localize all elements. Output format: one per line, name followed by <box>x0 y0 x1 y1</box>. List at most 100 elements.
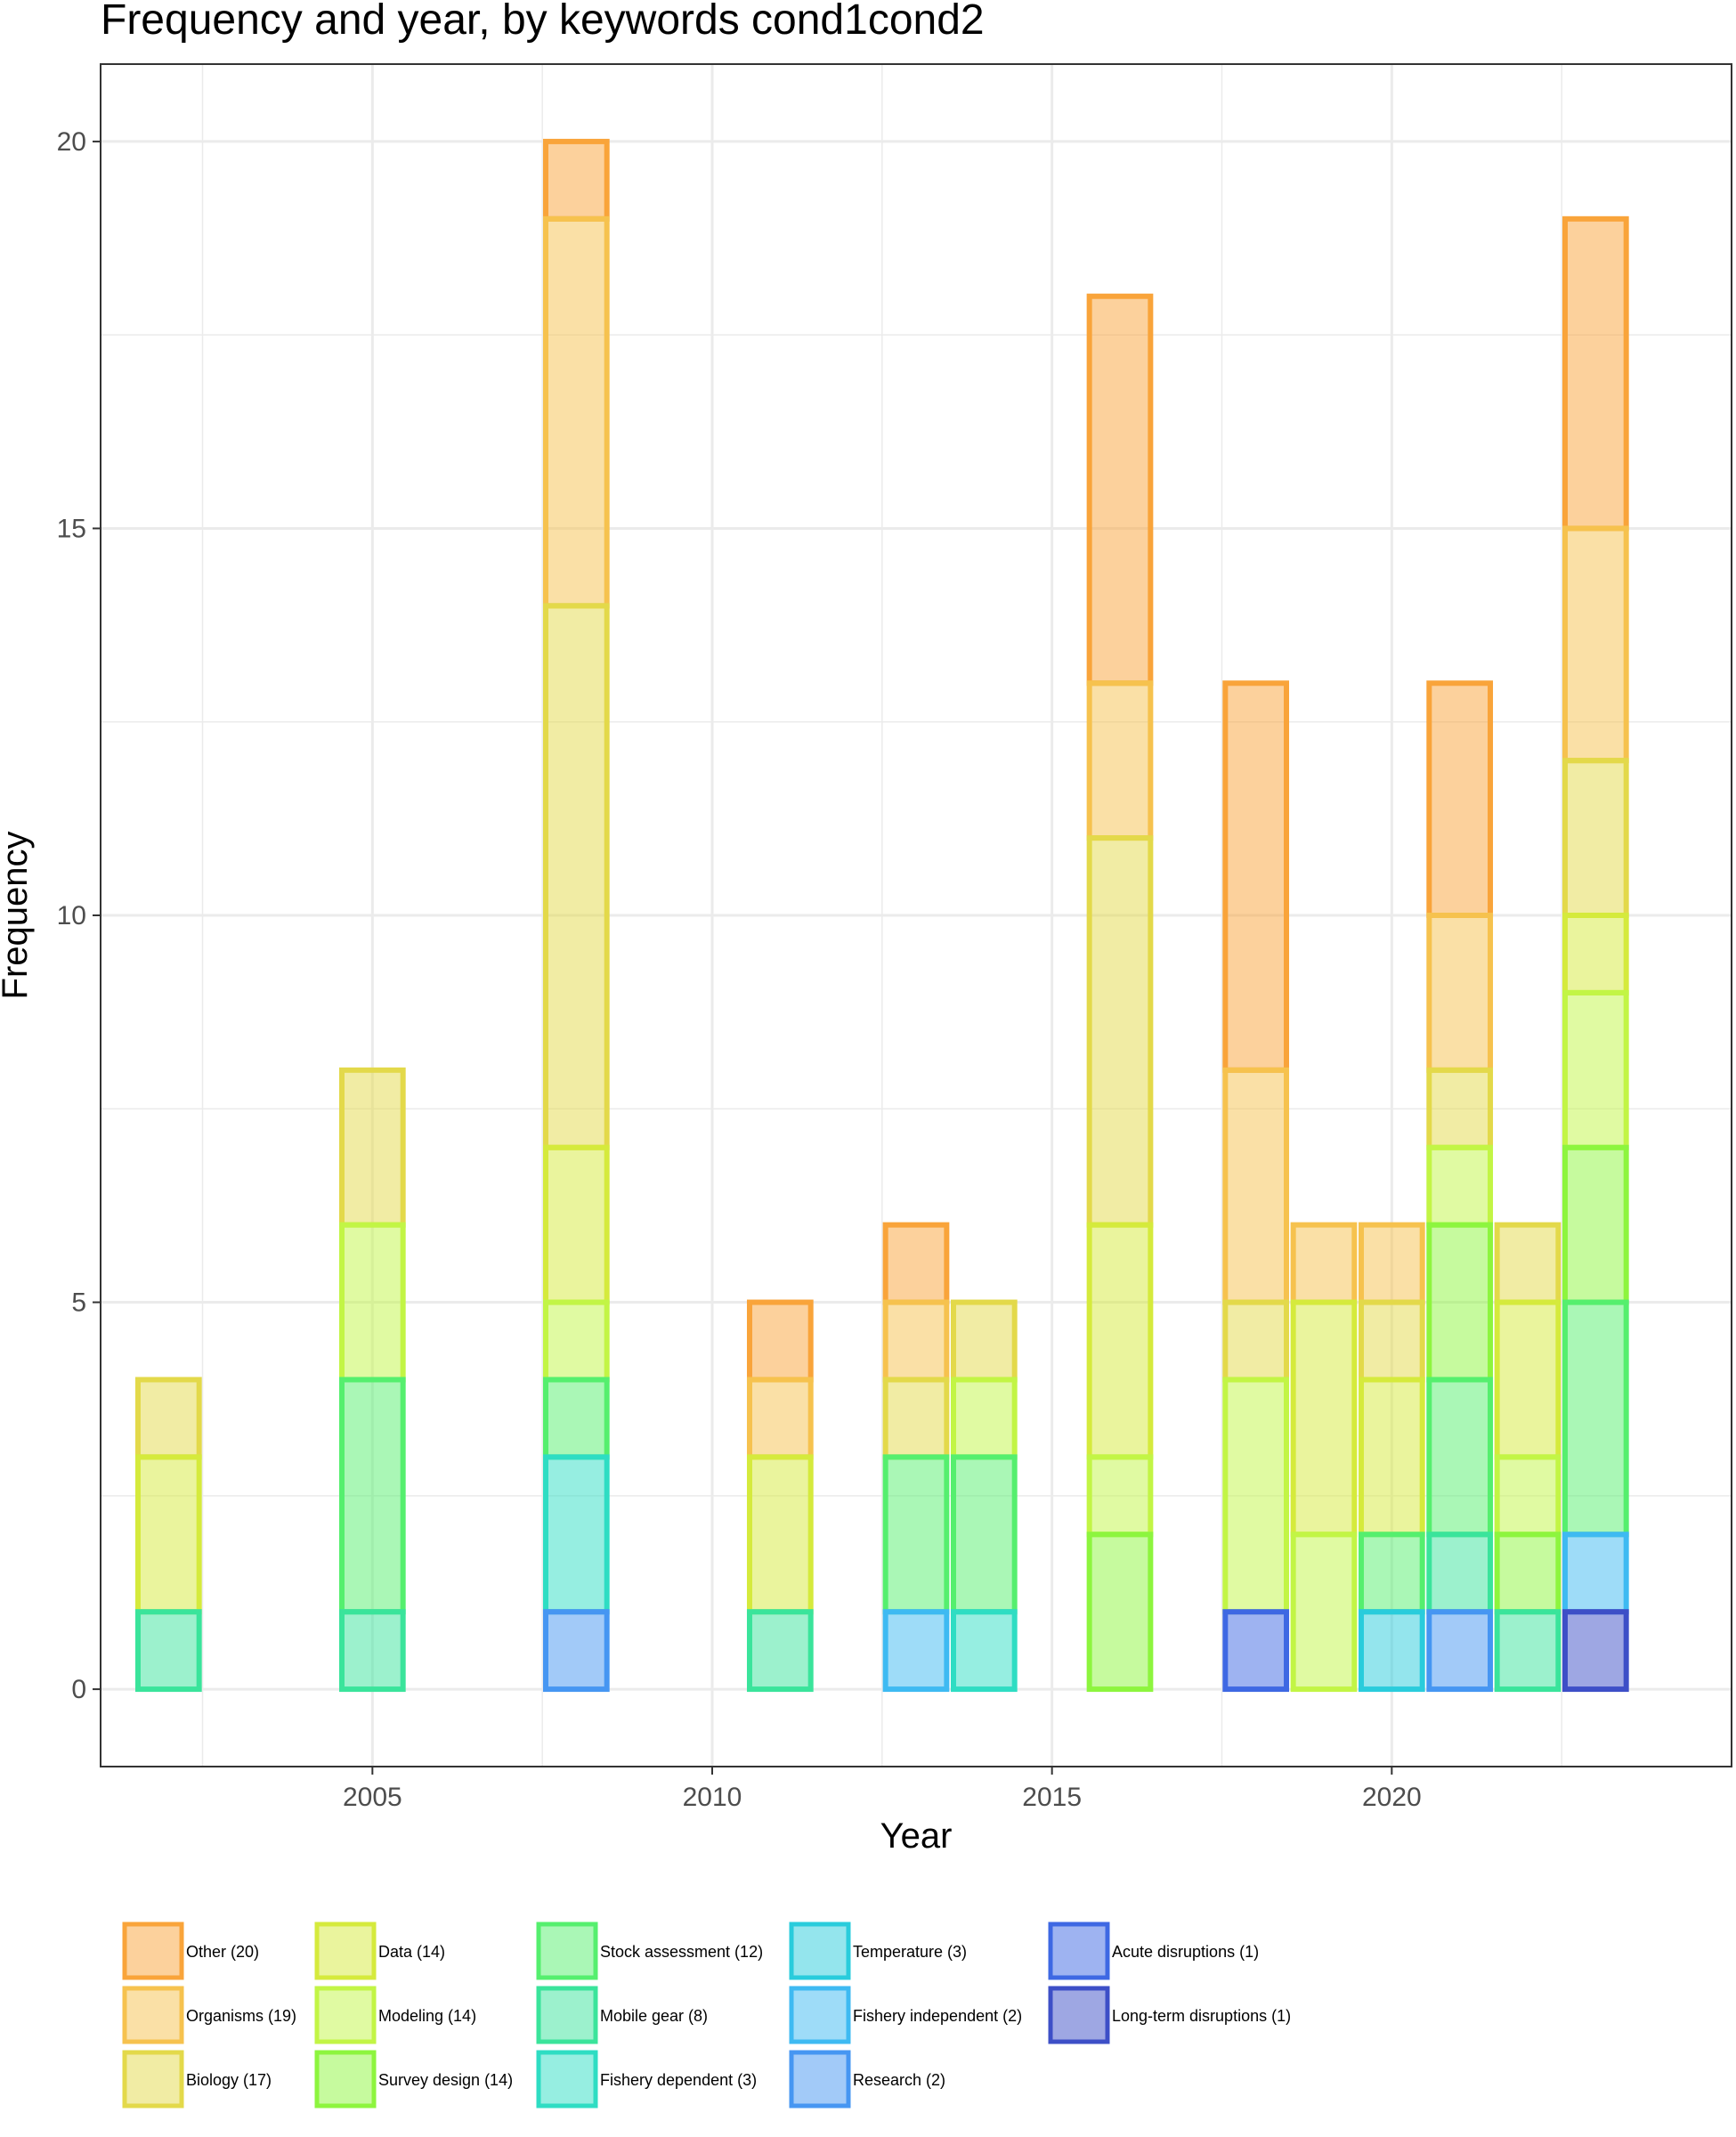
legend-key-long-term-disruptions <box>1048 1986 1110 2044</box>
legend-label-survey-design: Survey design (14) <box>378 2071 513 2089</box>
legend-label-fishery-independent: Fishery independent (2) <box>853 2007 1022 2025</box>
bar-research-2021 <box>1426 1609 1494 1693</box>
bar-fishery-independent-2013 <box>882 1609 950 1693</box>
y-tick-label: 15 <box>57 514 86 543</box>
bar-data-2020 <box>1358 1377 1425 1538</box>
legend-label-research: Research (2) <box>853 2071 945 2089</box>
legend-label-biology: Biology (17) <box>186 2071 272 2089</box>
x-tick-label: 2020 <box>1362 1783 1422 1812</box>
legend-label-modeling: Modeling (14) <box>378 2007 476 2025</box>
bar-organisms-2013 <box>882 1299 950 1383</box>
legend-key-biology <box>122 2050 184 2109</box>
bar-stock-assessment-2014 <box>950 1454 1018 1615</box>
x-tick-label: 2010 <box>683 1783 742 1812</box>
legend-key-fishery-dependent <box>536 2050 598 2109</box>
bar-organisms-2020 <box>1358 1222 1425 1305</box>
legend-key-acute-disruptions <box>1048 1922 1110 1980</box>
legend-key-stock-assessment <box>536 1922 598 1980</box>
bar-other-2008 <box>542 138 610 222</box>
bar-modeling-2016 <box>1086 1454 1154 1538</box>
legend-label-data: Data (14) <box>378 1943 445 1961</box>
bar-data-2023 <box>1562 913 1629 995</box>
x-axis: 2005 2010 2015 2020 <box>343 1767 1422 1812</box>
bar-modeling-2014 <box>950 1377 1018 1460</box>
bar-stock-assessment-2023 <box>1562 1299 1629 1538</box>
bar-mobile-gear-2022 <box>1494 1609 1562 1693</box>
bar-biology-2005 <box>338 1067 406 1228</box>
bar-survey-design-2022 <box>1494 1532 1562 1615</box>
bar-other-2011 <box>746 1299 814 1383</box>
y-tick-label: 0 <box>71 1675 86 1704</box>
legend-key-modeling <box>314 1986 377 2044</box>
bar-mobile-gear-2021 <box>1426 1532 1494 1615</box>
legend-label-stock-assessment: Stock assessment (12) <box>600 1943 763 1961</box>
bar-biology-2008 <box>542 603 610 1150</box>
bar-data-2016 <box>1086 1222 1154 1460</box>
bar-mobile-gear-2002 <box>134 1609 202 1693</box>
bar-other-2018 <box>1222 680 1290 1073</box>
legend-key-survey-design <box>314 2050 377 2109</box>
legend-key-mobile-gear <box>536 1986 598 2044</box>
bar-stock-assessment-2008 <box>542 1377 610 1460</box>
bar-biology-2013 <box>882 1377 950 1460</box>
bar-modeling-2018 <box>1222 1377 1290 1615</box>
bar-stock-assessment-2020 <box>1358 1532 1425 1615</box>
legend-label-other: Other (20) <box>186 1943 259 1961</box>
bar-other-2023 <box>1562 215 1629 532</box>
bar-fishery-independent-2023 <box>1562 1532 1629 1615</box>
bar-survey-design-2023 <box>1562 1144 1629 1305</box>
bar-data-2011 <box>746 1454 814 1615</box>
bar-data-2022 <box>1494 1299 1562 1460</box>
bar-biology-2016 <box>1086 835 1154 1228</box>
bar-data-2019 <box>1290 1299 1358 1538</box>
bar-other-2021 <box>1426 680 1494 918</box>
legend-label-fishery-dependent: Fishery dependent (3) <box>600 2071 757 2089</box>
bar-organisms-2021 <box>1426 913 1494 1073</box>
bar-fishery-dependent-2008 <box>542 1454 610 1615</box>
bar-other-2013 <box>882 1222 950 1305</box>
legend-label-acute-disruptions: Acute disruptions (1) <box>1112 1943 1259 1961</box>
bar-organisms-2011 <box>746 1377 814 1460</box>
y-axis: 0 5 10 15 20 <box>57 127 101 1704</box>
x-tick-label: 2005 <box>343 1783 402 1812</box>
legend-label-mobile-gear: Mobile gear (8) <box>600 2007 708 2025</box>
bar-modeling-2008 <box>542 1299 610 1383</box>
bar-biology-2023 <box>1562 758 1629 918</box>
y-axis-title: Frequency <box>0 832 35 1000</box>
bar-organisms-2023 <box>1562 525 1629 764</box>
bar-modeling-2005 <box>338 1222 406 1383</box>
bar-modeling-2022 <box>1494 1454 1562 1538</box>
legend-label-temperature: Temperature (3) <box>853 1943 967 1961</box>
bar-mobile-gear-2011 <box>746 1609 814 1693</box>
bar-stock-assessment-2021 <box>1426 1377 1494 1538</box>
bar-fishery-dependent-2014 <box>950 1609 1018 1693</box>
legend-key-research <box>789 2050 851 2109</box>
legend-key-other <box>122 1922 184 1980</box>
bar-other-2016 <box>1086 293 1154 687</box>
x-axis-title: Year <box>880 1816 953 1856</box>
y-tick-label: 20 <box>57 127 86 157</box>
bar-modeling-2021 <box>1426 1144 1494 1228</box>
chart-title: Frequency and year, by keywords cond1con… <box>101 0 985 44</box>
bar-organisms-2018 <box>1222 1067 1290 1305</box>
legend-label-organisms: Organisms (19) <box>186 2007 296 2025</box>
bar-long-term-disruptions-2023 <box>1562 1609 1629 1693</box>
bar-survey-design-2016 <box>1086 1532 1154 1693</box>
bar-biology-2021 <box>1426 1067 1494 1150</box>
bar-biology-2018 <box>1222 1299 1290 1383</box>
bar-survey-design-2021 <box>1426 1222 1494 1383</box>
bar-stock-assessment-2013 <box>882 1454 950 1615</box>
legend-key-fishery-independent <box>789 1986 851 2044</box>
bar-acute-disruptions-2018 <box>1222 1609 1290 1693</box>
legend-key-data <box>314 1922 377 1980</box>
bar-organisms-2019 <box>1290 1222 1358 1305</box>
bar-biology-2022 <box>1494 1222 1562 1305</box>
bar-mobile-gear-2005 <box>338 1609 406 1693</box>
bar-temperature-2020 <box>1358 1609 1425 1693</box>
bar-research-2008 <box>542 1609 610 1693</box>
bar-organisms-2008 <box>542 215 610 609</box>
legend-key-organisms <box>122 1986 184 2044</box>
y-tick-label: 10 <box>57 901 86 930</box>
bar-data-2002 <box>134 1454 202 1615</box>
